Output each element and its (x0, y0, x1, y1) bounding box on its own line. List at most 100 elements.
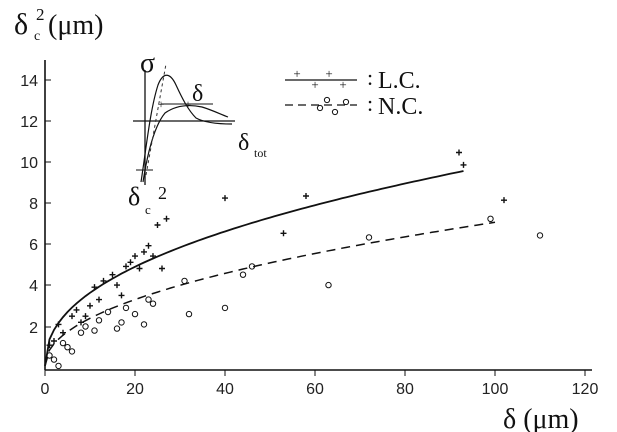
y-tick-label-6: 12 (20, 114, 38, 131)
lc-point-16 (123, 263, 129, 270)
x-tick-label-4: 60 (306, 381, 324, 398)
nc-point-16 (140, 321, 148, 328)
nc-point-12 (113, 325, 121, 332)
inset-delta-c-subscript: c (145, 202, 151, 217)
x-tick-label-7: 120 (572, 381, 599, 398)
y-tick-label-7: 14 (20, 73, 38, 90)
nc-point-4 (59, 339, 67, 347)
legend-lc-label: L.C. (378, 68, 421, 94)
lc-point-3 (55, 321, 62, 328)
y-tick-label-3: 6 (29, 237, 38, 254)
nc-point-18 (149, 300, 157, 307)
lc-point-4 (60, 329, 66, 336)
legend-nc-marker-3 (331, 108, 339, 116)
series-lc-points (46, 149, 507, 349)
lc-point-7 (78, 319, 84, 326)
lc-point-9 (87, 302, 93, 309)
inset-curve-peak (140, 74, 233, 183)
nc-point-2 (50, 356, 58, 363)
x-axis-label: δ (μm) (503, 404, 579, 432)
y-ticks: 2 4 6 8 10 12 14 (20, 73, 51, 337)
nc-point-22 (239, 271, 247, 278)
inset-sigma-label: σ (140, 48, 155, 79)
nc-point-23 (248, 263, 256, 270)
legend-nc-marker-2 (323, 96, 331, 104)
y-tick-label-2: 4 (29, 278, 38, 295)
lc-point-6 (73, 306, 80, 313)
lc-point-11 (96, 296, 102, 303)
lc-point-22 (150, 253, 156, 260)
inset-diagram: + + σ δ δ tot δ c 2 (128, 48, 267, 217)
legend-lc-marker-2: + (311, 77, 318, 92)
lc-point-30 (460, 161, 467, 168)
lc-point-8 (82, 313, 89, 320)
x-tick-label-1: 0 (41, 381, 50, 398)
legend-lc-marker-3: + (325, 66, 332, 81)
x-ticks: 0 20 40 60 80 100 120 (41, 370, 599, 398)
lc-point-2 (51, 338, 57, 344)
lc-point-29 (456, 149, 462, 156)
nc-point-8 (82, 323, 89, 330)
lc-point-12 (100, 277, 107, 284)
legend: + + + + : L.C. : N.C. (285, 65, 423, 120)
lc-point-31 (501, 197, 507, 204)
inset-delta-c-superscript: 2 (158, 183, 167, 203)
inset-delta-label: δ (192, 81, 203, 107)
nc-point-21 (221, 304, 229, 312)
y-tick-label-5: 10 (20, 155, 38, 172)
nc-point-5 (64, 344, 71, 351)
nc-point-6 (68, 348, 76, 355)
nc-point-1 (46, 352, 53, 359)
x-tick-label-6: 100 (482, 381, 509, 398)
lc-point-20 (141, 248, 147, 255)
nc-point-25 (365, 234, 373, 241)
y-tick-label-4: 8 (29, 196, 38, 213)
nc-point-11 (104, 308, 112, 316)
legend-nc-colon: : (367, 91, 373, 116)
lc-point-28 (303, 193, 309, 199)
legend-nc-marker-4 (342, 98, 350, 106)
nc-point-14 (122, 304, 130, 312)
nc-point-19 (181, 277, 188, 285)
nc-point-26 (487, 215, 494, 223)
y-tick-label-1: 2 (29, 320, 38, 337)
nc-point-20 (185, 310, 193, 318)
fit-curve-lc (44, 170, 464, 367)
y-axis-label: δ (14, 8, 28, 41)
legend-nc-label: N.C. (378, 94, 423, 120)
inset-dashed-line (145, 63, 167, 176)
nc-point-15 (131, 310, 139, 318)
inset-plus-left: + (158, 97, 165, 111)
lc-point-10 (91, 284, 98, 291)
lc-point-17 (127, 259, 134, 266)
lc-point-25 (163, 215, 170, 222)
x-tick-label-5: 80 (396, 381, 414, 398)
lc-point-1 (46, 342, 53, 349)
legend-lc-colon: : (367, 65, 373, 90)
legend-lc-marker-4: + (339, 77, 346, 92)
y-axis-label-subscript: c (34, 29, 40, 44)
lc-point-26 (222, 195, 228, 202)
nc-point-27 (536, 232, 544, 239)
nc-point-3 (55, 362, 62, 370)
inset-delta-tot-label: δ (238, 130, 249, 156)
inset-plus-right: + (185, 97, 192, 111)
fit-curve-nc (44, 221, 496, 367)
series-nc-points (46, 215, 544, 370)
lc-point-23 (154, 222, 161, 228)
legend-nc-marker-1 (316, 104, 324, 112)
lc-point-19 (136, 265, 143, 272)
nc-point-9 (91, 327, 98, 334)
nc-point-7 (77, 329, 85, 336)
inset-delta-tot-subscript: tot (254, 146, 267, 160)
inset-curve-smooth (142, 105, 229, 183)
lc-point-14 (114, 282, 120, 289)
lc-point-18 (132, 253, 138, 260)
lc-point-21 (145, 242, 152, 249)
legend-lc-marker-1: + (293, 66, 300, 81)
x-tick-label-3: 40 (216, 381, 234, 398)
lc-point-24 (159, 265, 165, 272)
lc-point-15 (118, 292, 125, 299)
